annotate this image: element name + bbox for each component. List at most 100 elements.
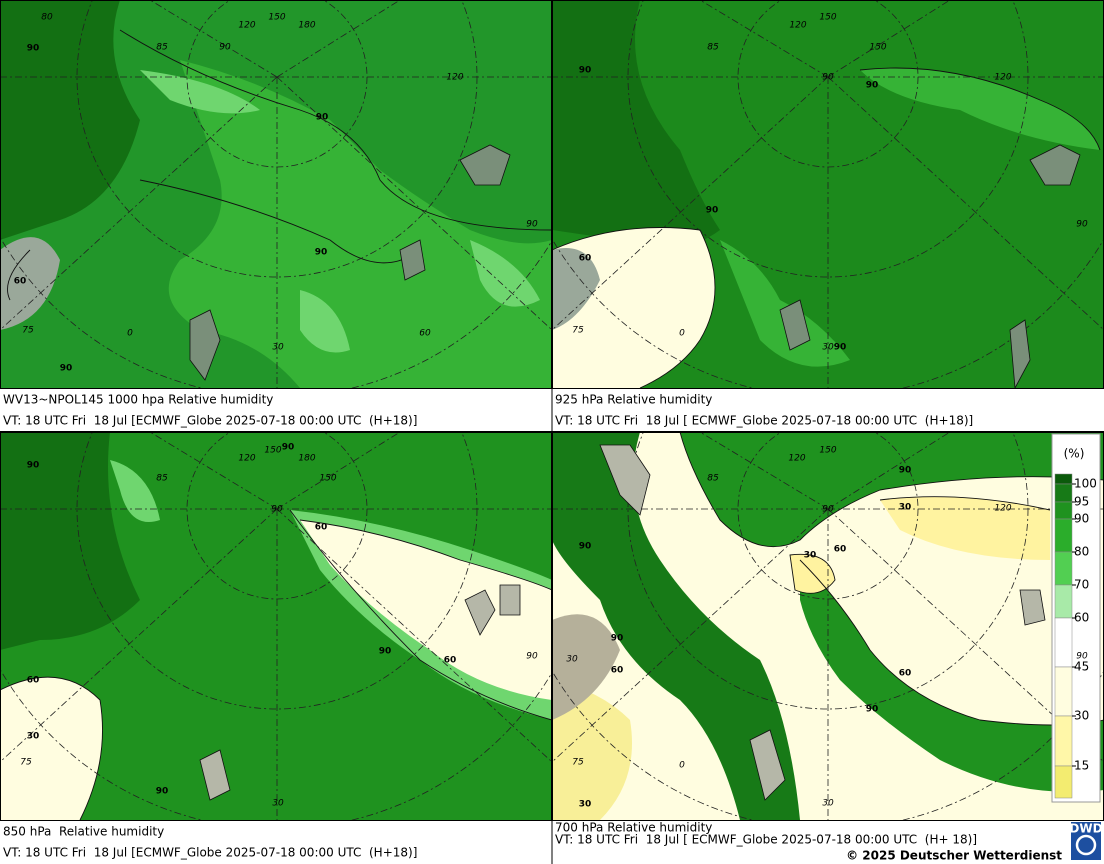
grid-label: 60 <box>419 329 431 339</box>
legend-swatch <box>1054 617 1073 668</box>
legend-swatch <box>1054 551 1073 586</box>
contour-label: 90 <box>27 461 40 471</box>
grid-label: 90 <box>1076 652 1088 662</box>
legend-swatch <box>1054 715 1073 767</box>
grid-label: 0 <box>679 329 685 339</box>
grid-label: 75 <box>572 758 584 768</box>
contour-label: 60 <box>611 666 624 676</box>
legend-unit: (%) <box>1064 447 1085 461</box>
footer: © 2025 Deutscher Wetterdienst <box>846 849 1062 863</box>
legend-label: 80 <box>1074 545 1089 559</box>
grid-label: 150 <box>268 13 285 23</box>
grid-label: 75 <box>20 758 32 768</box>
legend-swatch <box>1054 584 1073 619</box>
contour-label: 90 <box>899 466 912 476</box>
panel-valid-time: VT: 18 UTC Fri 18 Jul [ECMWF_Globe 2025-… <box>3 846 417 860</box>
grid-label: 120 <box>446 73 463 83</box>
grid-label: 85 <box>156 43 168 53</box>
contour-label: 30 <box>804 551 817 561</box>
panel-caption: 700 hPa Relative humidity <box>555 821 712 835</box>
grid-label: 150 <box>319 474 336 484</box>
grid-label: 30 <box>272 343 284 353</box>
legend-swatch <box>1054 765 1073 799</box>
contour-label: 90 <box>866 81 879 91</box>
grid-label: 120 <box>788 454 805 464</box>
panel-caption: WV13~NPOL145 1000 hpa Relative humidity <box>3 393 273 407</box>
map-1000hpa <box>1 1 551 388</box>
contour-label: 90 <box>834 343 847 353</box>
grid-label: 30 <box>822 799 834 809</box>
grid-label: 150 <box>264 446 281 456</box>
legend-label: 70 <box>1074 578 1089 592</box>
contour-label: 90 <box>611 634 624 644</box>
grid-label: 150 <box>819 446 836 456</box>
grid-label: 120 <box>994 504 1011 514</box>
legend-swatch <box>1054 473 1073 485</box>
contour-label: 60 <box>27 676 40 686</box>
legend-swatch <box>1054 483 1073 503</box>
logo: DWD <box>1069 822 1102 836</box>
grid-label: 90 <box>1076 220 1088 230</box>
grid-label: 120 <box>994 73 1011 83</box>
contour-label: 60 <box>899 669 912 679</box>
contour-label: 60 <box>14 277 27 287</box>
grid-label: 150 <box>819 13 836 23</box>
map-925hpa <box>553 1 1103 388</box>
legend-swatch <box>1054 518 1073 553</box>
legend-label: 100 <box>1074 477 1097 491</box>
grid-label: 90 <box>219 43 231 53</box>
grid-label: 90 <box>822 505 834 515</box>
legend-swatch <box>1054 666 1073 717</box>
grid-label: 90 <box>526 652 538 662</box>
legend-label: 30 <box>1074 709 1089 723</box>
contour-label: 60 <box>444 656 457 666</box>
grid-label: 85 <box>707 43 719 53</box>
grid-label: 30 <box>272 799 284 809</box>
contour-label: 30 <box>27 732 40 742</box>
contour-label: 90 <box>579 542 592 552</box>
grid-label: 180 <box>298 21 315 31</box>
grid-label: 120 <box>238 454 255 464</box>
grid-label: 75 <box>22 326 34 336</box>
panel-caption: 925 hPa Relative humidity <box>555 393 712 407</box>
grid-label: 120 <box>238 21 255 31</box>
contour-label: 90 <box>282 443 295 453</box>
grid-label: 180 <box>298 454 315 464</box>
map-850hpa <box>1 433 551 820</box>
contour-label: 90 <box>27 44 40 54</box>
grid-label: 90 <box>271 505 283 515</box>
logo-swirl <box>1075 834 1097 856</box>
grid-label: 30 <box>566 655 578 665</box>
map-700hpa <box>553 433 1103 820</box>
legend-label: 15 <box>1074 759 1089 773</box>
panel-valid-time: VT: 18 UTC Fri 18 Jul [ ECMWF_Globe 2025… <box>555 833 977 847</box>
grid-label: 75 <box>572 326 584 336</box>
panel-valid-time: VT: 18 UTC Fri 18 Jul [ ECMWF_Globe 2025… <box>555 414 973 428</box>
contour-label: 30 <box>579 800 592 810</box>
grid-label: 0 <box>679 761 685 771</box>
contour-label: 60 <box>579 254 592 264</box>
contour-label: 90 <box>315 248 328 258</box>
grid-label: 85 <box>156 474 168 484</box>
grid-label: 150 <box>869 43 886 53</box>
grid-label: 120 <box>789 21 806 31</box>
grid-label: 85 <box>707 474 719 484</box>
grid-label: 80 <box>41 13 53 23</box>
grid-label: 0 <box>127 329 133 339</box>
grid-label: 30 <box>822 343 834 353</box>
contour-label: 60 <box>834 545 847 555</box>
contour-label: 90 <box>379 647 392 657</box>
contour-label: 90 <box>316 113 329 123</box>
legend-label: 95 <box>1074 495 1089 509</box>
legend-label: 90 <box>1074 512 1089 526</box>
legend-label: 45 <box>1074 660 1089 674</box>
grid-label: 90 <box>526 220 538 230</box>
contour-label: 90 <box>866 705 879 715</box>
contour-label: 60 <box>315 523 328 533</box>
contour-label: 90 <box>60 364 73 374</box>
contour-label: 90 <box>156 787 169 797</box>
legend: (%) 100 95 90 80 70 60 45 30 15 <box>1051 433 1101 803</box>
grid-label: 90 <box>822 73 834 83</box>
